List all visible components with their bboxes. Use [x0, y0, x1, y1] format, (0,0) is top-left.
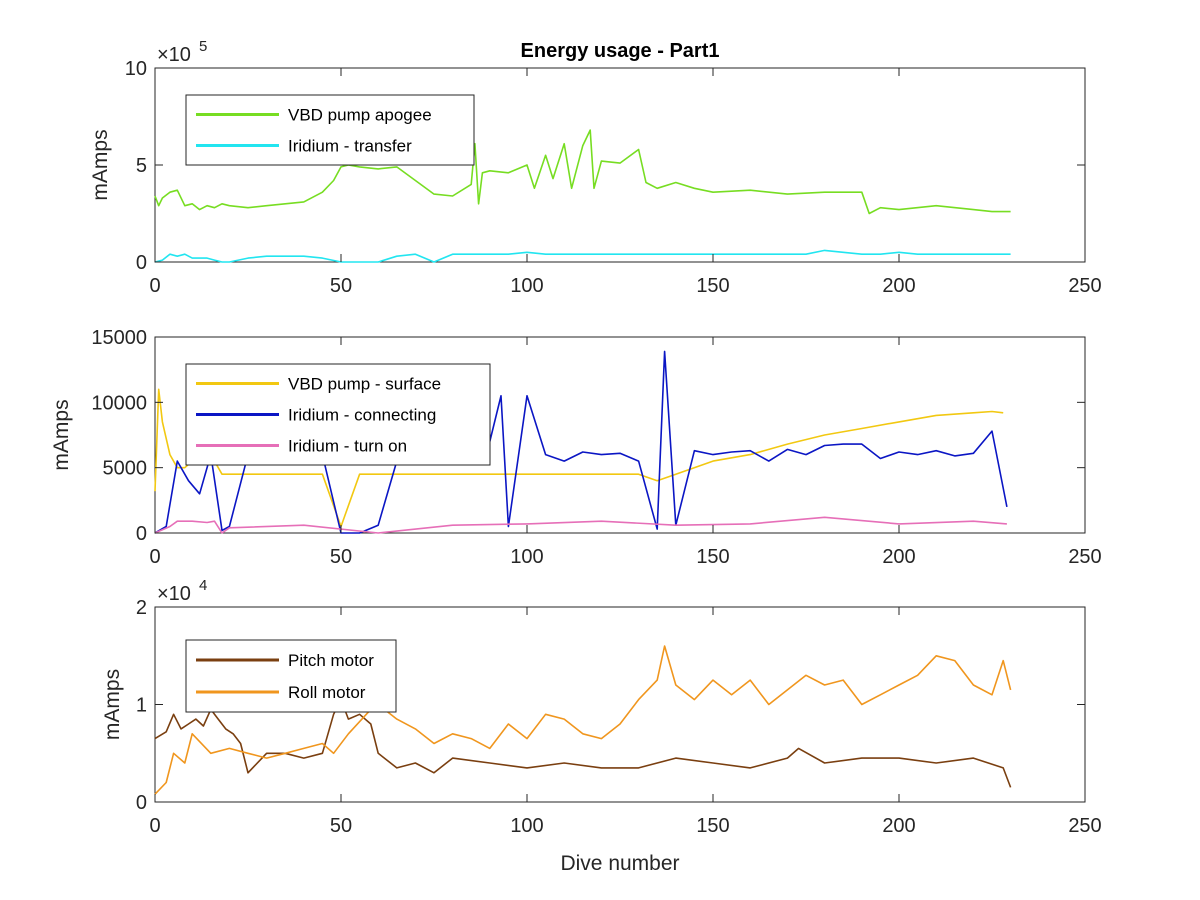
y-exponent-power: 4	[199, 577, 207, 594]
x-tick-label: 150	[696, 546, 729, 568]
y-tick-label: 5	[136, 155, 147, 177]
legend-label: Iridium - turn on	[288, 437, 407, 456]
y-exponent-label: ×10	[157, 583, 191, 605]
legend: VBD pump apogee Iridium - transfer	[185, 94, 475, 166]
y-exponent-power: 5	[199, 38, 207, 55]
x-tick-label: 100	[510, 546, 543, 568]
x-tick-label: 50	[330, 815, 352, 837]
x-tick-label: 250	[1068, 275, 1101, 297]
y-tick-label: 10	[125, 58, 147, 80]
legend-label: Iridium - transfer	[288, 137, 412, 156]
y-tick-label: 1	[136, 695, 147, 717]
panel-2: 0 50 100 150 200 250 0 5000 10000 15000 mAmps VBD p…	[50, 327, 1102, 568]
y-tick-label: 15000	[91, 327, 147, 349]
x-axis-label: Dive number	[560, 852, 679, 875]
y-tick-label: 0	[136, 523, 147, 545]
y-tick-label: 0	[136, 252, 147, 274]
legend-label: VBD pump apogee	[288, 106, 432, 125]
chart-title: Energy usage - Part1	[521, 40, 720, 62]
x-tick-label: 0	[149, 546, 160, 568]
x-tick-label: 0	[149, 815, 160, 837]
legend-label: Roll motor	[288, 683, 366, 702]
y-tick-label: 10000	[91, 392, 147, 414]
legend: VBD pump - surface Iridium - connecting Ir…	[185, 363, 491, 466]
panel-1: 0 50 100 150 200 250 0 5 10 ×10 5 mAmps VBD pump apo…	[89, 38, 1102, 297]
x-tick-label: 150	[696, 815, 729, 837]
x-tick-label: 250	[1068, 546, 1101, 568]
y-tick-label: 2	[136, 597, 147, 619]
legend-box	[185, 639, 397, 713]
legend-label: Iridium - connecting	[288, 406, 436, 425]
series-line-2	[154, 249, 1011, 263]
x-tick-label: 100	[510, 815, 543, 837]
y-axis-label: mAmps	[50, 399, 73, 470]
legend-label: Pitch motor	[288, 651, 374, 670]
x-tick-label: 250	[1068, 815, 1101, 837]
x-tick-label: 200	[882, 275, 915, 297]
x-tick-label: 150	[696, 275, 729, 297]
series-line-2	[154, 645, 1012, 795]
x-tick-label: 0	[149, 275, 160, 297]
x-tick-label: 100	[510, 275, 543, 297]
x-tick-label: 50	[330, 546, 352, 568]
legend: Pitch motor Roll motor	[185, 639, 397, 713]
y-axis-label: mAmps	[101, 669, 124, 740]
y-exponent-label: ×10	[157, 44, 191, 66]
panel-3: 0 50 100 150 200 250 0 1 2 ×10 4 mAmps Pitch motor Ro…	[101, 577, 1102, 837]
x-tick-label: 50	[330, 275, 352, 297]
x-tick-label: 200	[882, 815, 915, 837]
series-line-1	[154, 129, 1011, 215]
y-tick-label: 5000	[103, 458, 148, 480]
y-axis-label: mAmps	[89, 129, 112, 200]
x-tick-label: 200	[882, 546, 915, 568]
legend-box	[185, 94, 475, 166]
y-tick-label: 0	[136, 792, 147, 814]
legend-label: VBD pump - surface	[288, 375, 441, 394]
series-line-3	[154, 516, 1007, 534]
